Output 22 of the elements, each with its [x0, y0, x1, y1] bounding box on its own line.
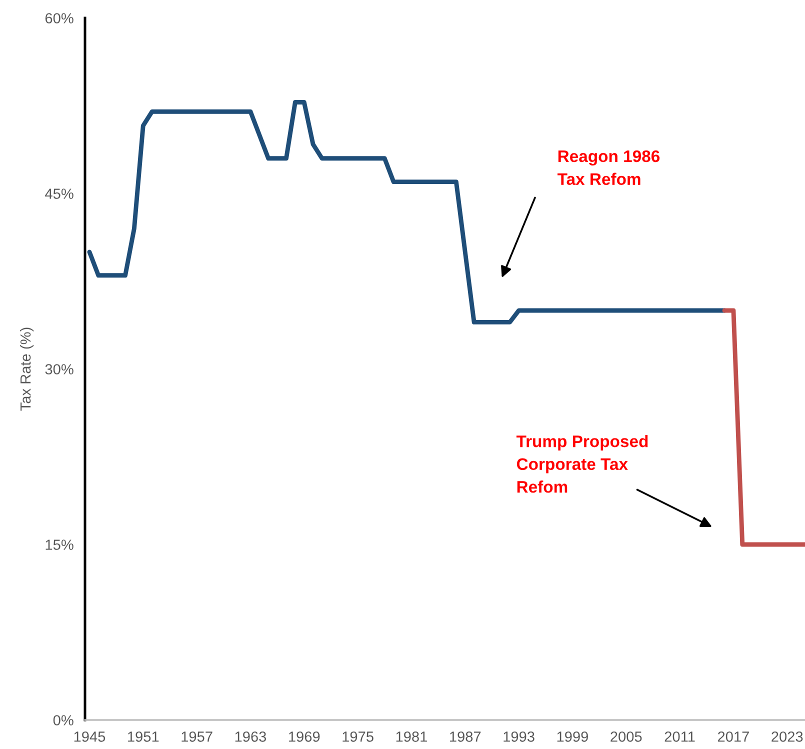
- x-tick-label: 2023: [772, 731, 803, 742]
- x-tick-label: 1969: [289, 731, 320, 742]
- x-tick-label: 2005: [610, 731, 642, 742]
- y-tick-label: 0%: [53, 715, 74, 726]
- x-tick-label: 1981: [396, 731, 427, 742]
- x-tick-label: 1975: [342, 731, 374, 742]
- x-tick-label: 1963: [235, 731, 266, 742]
- x-tick-label: 1987: [450, 731, 481, 742]
- x-tick-label: 1951: [128, 731, 159, 742]
- x-tick-label: 1993: [504, 731, 534, 742]
- x-tick-label: 1957: [182, 731, 212, 742]
- annotation: Reagon 1986 Tax Refom: [558, 150, 660, 185]
- x-tick-label: 1945: [74, 731, 106, 742]
- x-tick-label: 2017: [718, 731, 749, 742]
- x-tick-label: 1999: [557, 731, 588, 742]
- y-axis-title: Tax Rate (%): [20, 328, 34, 411]
- y-tick-label: 60%: [45, 13, 74, 24]
- y-tick-label: 15%: [46, 540, 74, 550]
- x-tick-label: 2011: [664, 731, 695, 742]
- y-tick-label: 30%: [45, 364, 74, 374]
- y-tick-label: 45%: [45, 188, 74, 199]
- annotation: Trump Proposed Corporate Tax Refom: [516, 434, 648, 493]
